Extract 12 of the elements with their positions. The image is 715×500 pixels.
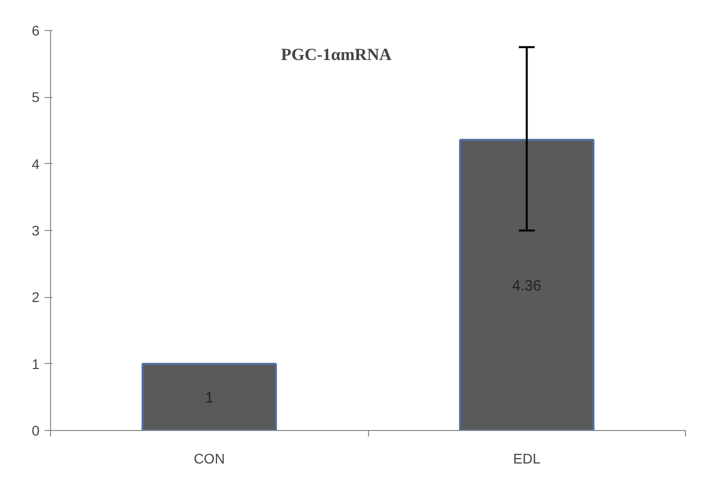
y-tick-label: 5 [32,89,40,106]
y-tick-label: 0 [32,422,40,438]
text: PGC-1αmRNA [280,45,392,64]
y-tick-label: 6 [32,22,40,38]
y-tick-label: 2 [32,289,40,306]
data-label: 1 [205,390,214,407]
y-tick-label: 3 [32,222,40,238]
data-label: 4.36 [512,278,542,295]
y-tick-label: 4 [32,156,40,172]
x-tick-label: CON [194,450,225,466]
x-tick-label: EDL [513,450,541,466]
y-tick-label: 1 [32,356,40,372]
